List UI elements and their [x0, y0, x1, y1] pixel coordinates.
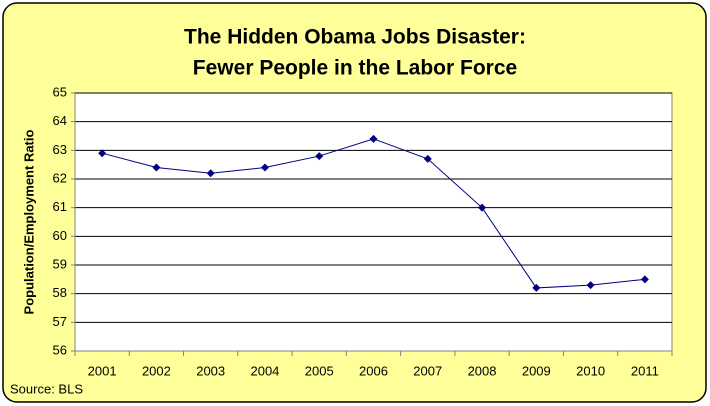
data-point	[369, 134, 378, 143]
data-point	[152, 163, 161, 172]
chart-title: The Hidden Obama Jobs Disaster:	[184, 26, 526, 49]
y-tick-label: 58	[53, 285, 67, 300]
y-tick-label: 57	[53, 314, 67, 329]
y-tick-label: 65	[53, 84, 67, 99]
data-point	[315, 152, 324, 161]
x-tick-label: 2001	[88, 363, 117, 378]
y-tick-label: 63	[53, 142, 67, 157]
data-point	[423, 154, 432, 163]
x-tick-label: 2005	[305, 363, 334, 378]
x-tick-label: 2009	[522, 363, 551, 378]
y-tick-label: 59	[53, 256, 67, 271]
data-point	[586, 281, 595, 290]
x-tick-label: 2010	[576, 363, 605, 378]
data-point	[478, 203, 487, 212]
data-point	[98, 149, 107, 158]
data-point	[532, 283, 541, 292]
x-tick-label: 2003	[196, 363, 225, 378]
x-tick-label: 2007	[413, 363, 442, 378]
data-point	[640, 275, 649, 284]
x-tick-label: 2002	[142, 363, 171, 378]
y-tick-label: 64	[53, 113, 67, 128]
chart-title: Fewer People in the Labor Force	[193, 57, 517, 80]
x-tick-label: 2008	[468, 363, 497, 378]
y-tick-label: 56	[53, 342, 67, 357]
source-note: Source: BLS	[10, 381, 83, 396]
y-axis-label: Population/Employment Ratio	[21, 129, 36, 314]
data-point	[260, 163, 269, 172]
y-tick-label: 60	[53, 228, 67, 243]
x-tick-label: 2011	[631, 363, 659, 378]
data-point	[206, 169, 215, 178]
plot-area	[74, 92, 673, 352]
y-tick-label: 62	[53, 170, 67, 185]
y-tick-label: 61	[53, 199, 67, 214]
x-tick-label: 2004	[250, 363, 279, 378]
x-tick-label: 2006	[359, 363, 388, 378]
